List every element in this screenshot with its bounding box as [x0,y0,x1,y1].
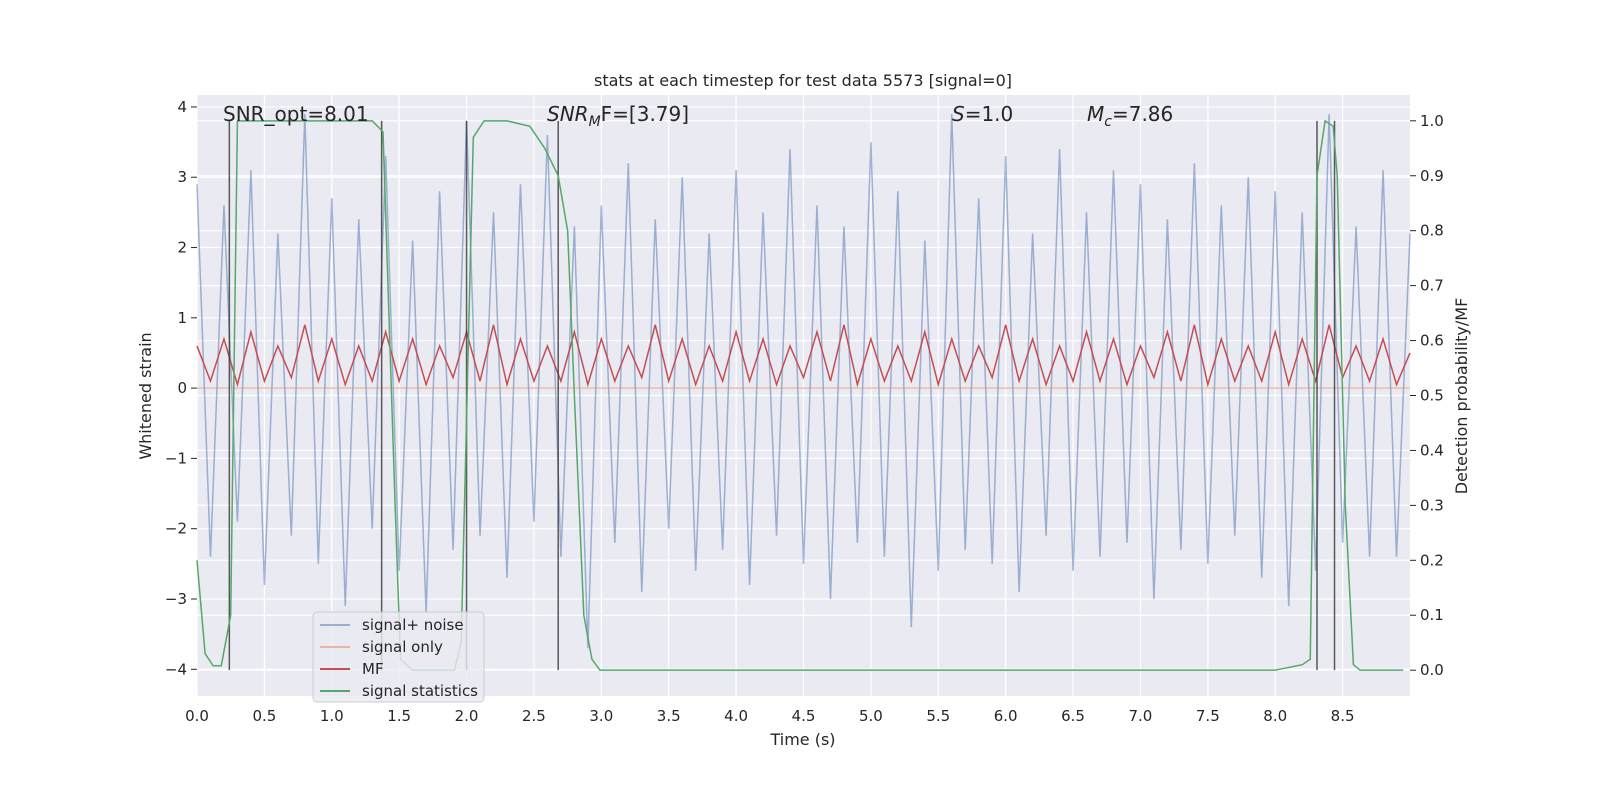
grid [196,95,1410,696]
annotation: SNRMF=[3.79] [547,102,689,130]
annotation-rest: =7.86 [1112,102,1173,126]
x-tick-label: 4.0 [724,707,748,725]
legend-label: signal+ noise [362,616,464,634]
annotation: S=1.0 [952,102,1013,126]
y-tick-label: −3 [165,590,187,608]
y-tick-label: −2 [165,520,187,538]
annotation: SNR_opt=8.01 [223,102,369,126]
y-axis-label: Whitened strain [136,332,155,459]
y2-tick-label: 0.7 [1420,277,1444,295]
y2-tick-label: 0.2 [1420,551,1444,569]
y2-tick-label: 0.3 [1420,496,1444,514]
y2-tick-label: 0.5 [1420,387,1444,405]
annotation-base: SNR_opt=8.01 [223,102,369,126]
x-tick-label: 2.5 [522,707,546,725]
x-tick-label: 8.5 [1331,707,1355,725]
x-tick-label: 6.5 [1061,707,1085,725]
legend-label: MF [362,660,384,678]
x-tick-label: 1.5 [387,707,411,725]
y-tick-label: −4 [165,660,187,678]
x-tick-label: 0.0 [185,707,209,725]
annotation-rest: =1.0 [965,102,1014,126]
y-tick-label: 4 [177,98,187,116]
x-tick-label: 8.0 [1263,707,1287,725]
y-tick-label: 2 [177,239,187,257]
annotation-sub: M [589,114,601,130]
chart-title: stats at each timestep for test data 557… [594,71,1012,90]
annotations: SNR_opt=8.01 SNRMF=[3.79] S=1.0 Mc=7.86 [223,102,1173,130]
annotation-base: SNR [547,102,589,126]
annotation-base: S [952,102,965,126]
x-tick-label: 5.0 [859,707,883,725]
y2-tick-label: 0.1 [1420,606,1444,624]
marks [196,113,1411,671]
y2-tick-label: 0.6 [1420,332,1444,350]
x-tick-label: 6.0 [994,707,1018,725]
x-axis-label: Time (s) [769,730,835,749]
x-tick-label: 7.0 [1129,707,1153,725]
y2-tick-label: 0.4 [1420,441,1444,459]
legend-label: signal statistics [362,682,478,700]
legend-box [312,611,485,703]
x-tick-label: 1.0 [320,707,344,725]
y2-tick-label: 0.0 [1420,661,1444,679]
series-line [196,119,1404,671]
x-tick-label: 4.5 [792,707,816,725]
x-tick-label: 2.0 [455,707,479,725]
y-tick-label: 3 [177,168,187,186]
y2-tick-label: 0.8 [1420,222,1444,240]
annotation-base: M [1087,102,1104,126]
annotation-sub: c [1104,114,1112,130]
series-line [196,113,1411,649]
y2-tick-label: 1.0 [1420,112,1444,130]
annotation: Mc=7.86 [1087,102,1173,130]
y-tick-label: 0 [177,379,187,397]
series-line [196,324,1411,388]
y-tick-label: −1 [165,449,187,467]
x-tick-label: 7.5 [1196,707,1220,725]
x-tick-label: 3.5 [657,707,681,725]
y2-tick-label: 0.9 [1420,167,1444,185]
y2-axis-label: Detection probability/MF [1452,298,1471,495]
y-tick-label: 1 [177,309,187,327]
x-tick-label: 3.0 [589,707,613,725]
x-tick-label: 5.5 [926,707,950,725]
legend-label: signal only [362,638,443,656]
legend: signal+ noise signal only MF signal statist… [312,611,485,703]
x-tick-label: 0.5 [252,707,276,725]
annotation-rest: F=[3.79] [601,102,689,126]
